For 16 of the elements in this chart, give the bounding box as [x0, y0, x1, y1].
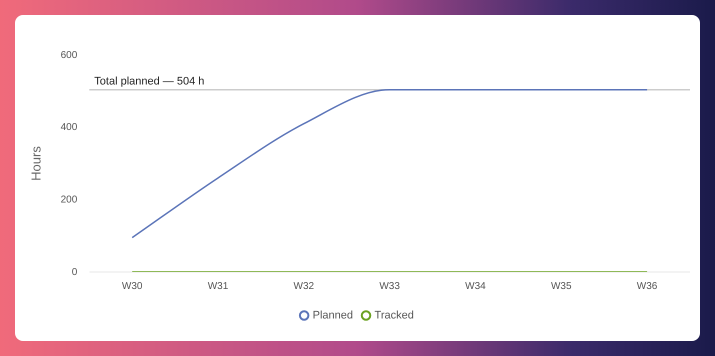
- x-tick-label: W32: [294, 280, 315, 292]
- x-tick-label: W30: [122, 280, 143, 292]
- y-tick-label: 600: [60, 50, 78, 61]
- y-tick-label: 400: [60, 122, 78, 134]
- y-axis-title: Hours: [28, 146, 44, 181]
- y-tick-label: 200: [60, 194, 78, 206]
- line-series: [131, 88, 648, 238]
- x-tick-label: W35: [550, 280, 572, 292]
- y-tick-label: 0: [72, 266, 78, 278]
- legend-label: Planned: [312, 310, 354, 322]
- x-tick-label: W36: [636, 280, 658, 292]
- x-tick-label: W33: [379, 280, 400, 292]
- legend-label: Tracked: [374, 310, 414, 322]
- x-tick-label: W34: [465, 280, 486, 292]
- ref-line-label: Total planned — 504 h: [94, 75, 204, 88]
- x-tick-label: W31: [208, 280, 229, 292]
